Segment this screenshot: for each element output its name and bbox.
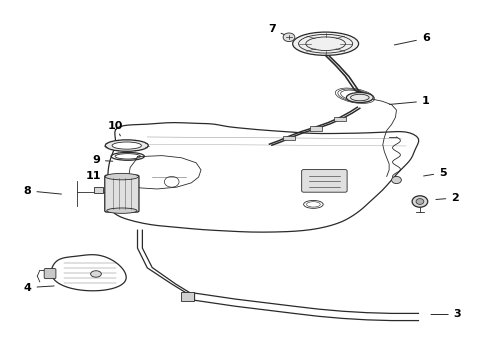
Text: 10: 10 bbox=[108, 121, 123, 136]
FancyBboxPatch shape bbox=[44, 269, 56, 279]
Text: 7: 7 bbox=[268, 24, 287, 36]
Text: 2: 2 bbox=[436, 193, 459, 203]
FancyBboxPatch shape bbox=[105, 175, 139, 212]
Ellipse shape bbox=[112, 142, 142, 149]
Ellipse shape bbox=[346, 93, 373, 103]
Bar bbox=[310, 126, 322, 131]
Text: 9: 9 bbox=[92, 155, 113, 165]
Text: 3: 3 bbox=[431, 310, 462, 319]
Text: 1: 1 bbox=[390, 96, 430, 106]
Ellipse shape bbox=[105, 140, 148, 151]
Bar bbox=[94, 187, 103, 193]
Bar bbox=[334, 117, 346, 121]
Ellipse shape bbox=[91, 271, 101, 277]
Text: 5: 5 bbox=[424, 168, 447, 178]
Ellipse shape bbox=[293, 32, 359, 55]
FancyBboxPatch shape bbox=[302, 170, 347, 192]
Bar bbox=[181, 292, 194, 301]
Text: 11: 11 bbox=[86, 171, 110, 181]
Text: 6: 6 bbox=[394, 33, 430, 45]
Ellipse shape bbox=[107, 208, 137, 213]
Circle shape bbox=[283, 33, 295, 41]
Text: 8: 8 bbox=[24, 186, 61, 196]
Circle shape bbox=[416, 199, 424, 204]
Text: 4: 4 bbox=[24, 283, 54, 293]
Bar bbox=[283, 135, 295, 140]
Circle shape bbox=[412, 196, 428, 207]
Circle shape bbox=[392, 176, 401, 184]
Ellipse shape bbox=[105, 174, 139, 180]
